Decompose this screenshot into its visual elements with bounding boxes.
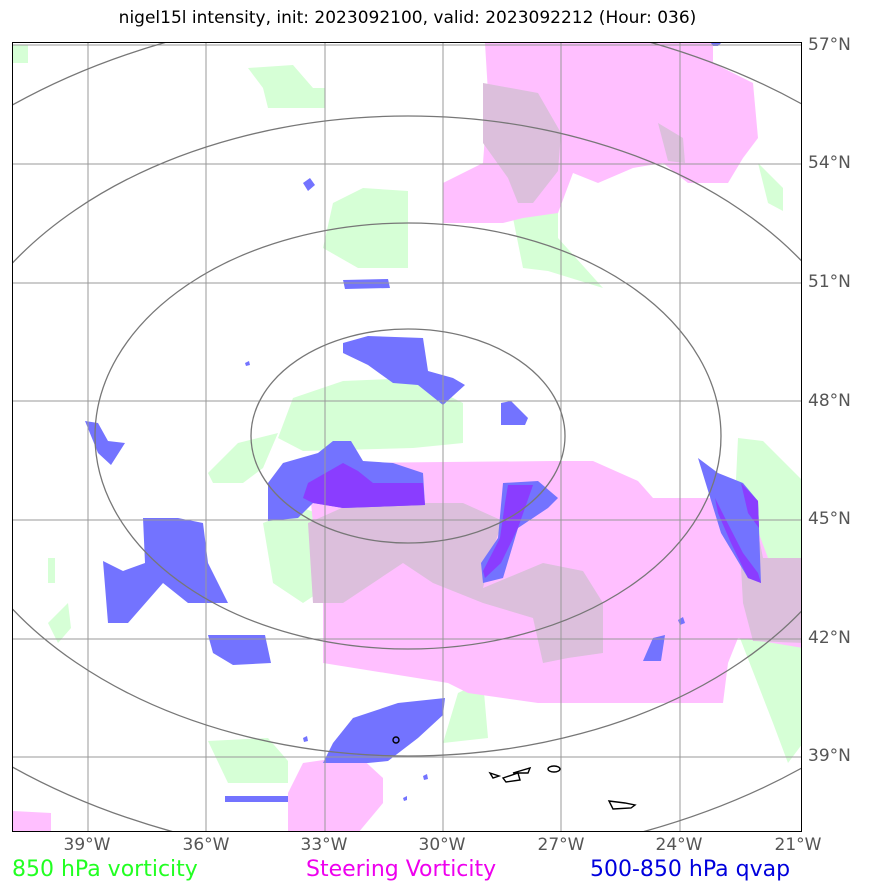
green-blob-far-west bbox=[48, 558, 55, 583]
green-blob-mid bbox=[278, 378, 463, 451]
coast-island-4 bbox=[512, 766, 532, 774]
qvap-dot-2 bbox=[303, 736, 308, 742]
lat-label-54n: 54°N bbox=[808, 153, 851, 173]
qvap-blob-south-strip bbox=[225, 796, 288, 802]
green-blob-nw bbox=[13, 45, 28, 63]
magenta-region-south bbox=[288, 755, 383, 831]
lon-label-24w: 24°W bbox=[655, 835, 703, 855]
qvap-blob-right-small bbox=[501, 401, 528, 425]
green-blob-west-mid bbox=[208, 433, 278, 483]
lon-label-30w: 30°W bbox=[418, 835, 466, 855]
coast-island-1 bbox=[392, 736, 400, 744]
map-panel[interactable] bbox=[12, 42, 802, 832]
green-blob-ne bbox=[758, 163, 783, 211]
magenta-region-sw bbox=[13, 811, 51, 831]
qvap-blob-south bbox=[323, 698, 445, 763]
overlap-north bbox=[483, 83, 561, 203]
range-rings bbox=[13, 43, 801, 831]
green-blob-west bbox=[48, 603, 71, 643]
qvap-overlap-center bbox=[303, 463, 425, 508]
qvap-blob-center-n bbox=[343, 336, 465, 405]
qvap-blob-east-low bbox=[643, 635, 665, 661]
lat-label-39n: 39°N bbox=[808, 746, 851, 766]
qvap-overlap-layer bbox=[303, 463, 761, 583]
range-ring-middle bbox=[94, 222, 722, 650]
coast-island-2 bbox=[488, 771, 502, 779]
overlap-north-east bbox=[658, 123, 685, 163]
lat-label-45n: 45°N bbox=[808, 509, 851, 529]
legend-850-vorticity: 850 hPa vorticity bbox=[12, 857, 198, 882]
range-ring-inner bbox=[250, 328, 566, 544]
green-blob-center-n bbox=[323, 188, 408, 268]
qvap-overlap-center-right bbox=[483, 485, 533, 578]
map-canvas bbox=[13, 43, 801, 831]
qvap-blob-west-low bbox=[208, 635, 271, 665]
plot-title: nigel15l intensity, init: 2023092100, va… bbox=[118, 8, 697, 28]
overlap-central bbox=[308, 503, 603, 663]
coastlines bbox=[392, 736, 637, 810]
lon-label-27w: 27°W bbox=[537, 835, 585, 855]
green-blob-south-east bbox=[443, 681, 488, 743]
legend-qvap: 500-850 hPa qvap bbox=[590, 857, 791, 882]
qvap-blob-north-dot bbox=[303, 178, 315, 191]
green-blob-south-west bbox=[208, 738, 288, 783]
lon-label-33w: 33°W bbox=[300, 835, 348, 855]
lon-label-21w: 21°W bbox=[774, 835, 822, 855]
qvap-blob-north-strip bbox=[343, 279, 390, 289]
lat-label-48n: 48°N bbox=[808, 391, 851, 411]
qvap-dot-1 bbox=[245, 361, 250, 366]
legend-steering-vorticity: Steering Vorticity bbox=[306, 857, 497, 882]
lat-label-51n: 51°N bbox=[808, 272, 851, 292]
coast-island-6 bbox=[607, 800, 637, 810]
coast-island-3 bbox=[501, 772, 521, 783]
lat-label-57n: 57°N bbox=[808, 35, 851, 55]
green-blob-north bbox=[248, 65, 325, 108]
qvap-blob-west-small bbox=[85, 421, 125, 465]
lon-label-36w: 36°W bbox=[182, 835, 230, 855]
range-ring-outer bbox=[13, 115, 801, 757]
qvap-overlap-east-2 bbox=[741, 483, 759, 528]
qvap-overlap-east bbox=[715, 498, 761, 583]
lon-label-39w: 39°W bbox=[63, 835, 111, 855]
coast-island-5 bbox=[547, 765, 561, 773]
lat-label-42n: 42°N bbox=[808, 628, 851, 648]
qvap-dot-4 bbox=[403, 796, 407, 801]
qvap-dot-3 bbox=[423, 774, 428, 780]
